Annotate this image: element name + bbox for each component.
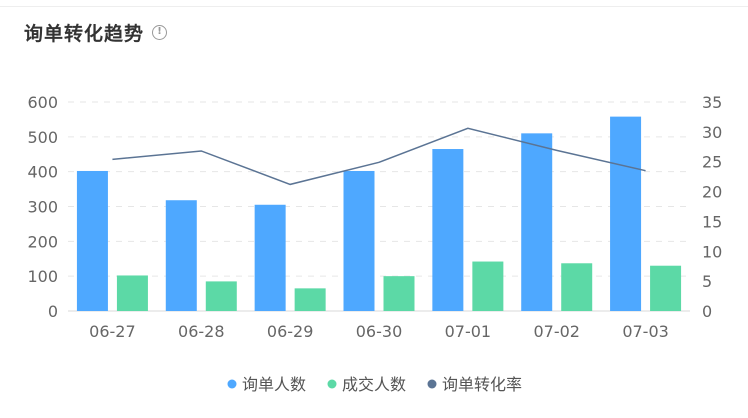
bar-inquiries-07-03[interactable] bbox=[610, 116, 642, 311]
bar-inquiries-06-28[interactable] bbox=[165, 200, 197, 311]
chart-header: 询单转化趋势 ! bbox=[24, 18, 168, 46]
bar-deals-07-01[interactable] bbox=[472, 261, 504, 311]
y-right-tick-label: 35 bbox=[702, 93, 722, 112]
bar-inquiries-06-30[interactable] bbox=[343, 170, 375, 311]
bar-deals-06-28[interactable] bbox=[205, 281, 237, 311]
bar-inquiries-07-01[interactable] bbox=[432, 149, 464, 311]
x-tick-label: 06-27 bbox=[89, 322, 136, 341]
bar-deals-06-29[interactable] bbox=[294, 288, 326, 311]
x-tick-label: 07-02 bbox=[533, 322, 580, 341]
y-right-tick-label: 15 bbox=[702, 212, 722, 231]
chart-title: 询单转化趋势 bbox=[24, 22, 145, 45]
x-tick-label: 07-01 bbox=[445, 322, 492, 341]
y-left-tick-label: 300 bbox=[27, 198, 58, 217]
bar-deals-07-02[interactable] bbox=[561, 263, 593, 311]
y-right-tick-label: 20 bbox=[702, 183, 722, 202]
y-left-tick-label: 600 bbox=[27, 93, 58, 112]
bar-inquiries-06-27[interactable] bbox=[76, 170, 108, 311]
legend-label[interactable]: 成交人数 bbox=[342, 375, 406, 394]
top-divider bbox=[0, 6, 748, 7]
bar-deals-07-03[interactable] bbox=[650, 265, 682, 311]
bar-deals-06-27[interactable] bbox=[116, 275, 148, 311]
legend-label[interactable]: 询单转化率 bbox=[442, 375, 522, 394]
y-left-tick-label: 100 bbox=[27, 267, 58, 286]
y-right-tick-label: 0 bbox=[702, 302, 712, 321]
bar-inquiries-07-02[interactable] bbox=[521, 133, 553, 311]
x-tick-label: 06-29 bbox=[267, 322, 314, 341]
line-conversion-rate bbox=[112, 127, 646, 186]
x-tick-label: 07-03 bbox=[622, 322, 669, 341]
y-left-tick-label: 400 bbox=[27, 163, 58, 182]
bar-deals-06-30[interactable] bbox=[383, 276, 415, 311]
x-tick-label: 06-28 bbox=[178, 322, 225, 341]
legend-label[interactable]: 询单人数 bbox=[242, 375, 306, 394]
y-right-tick-label: 10 bbox=[702, 242, 722, 261]
y-left-tick-label: 0 bbox=[48, 302, 58, 321]
x-tick-label: 06-30 bbox=[356, 322, 403, 341]
y-left-tick-label: 200 bbox=[27, 232, 58, 251]
y-right-tick-label: 30 bbox=[702, 123, 722, 142]
y-right-tick-label: 5 bbox=[702, 272, 712, 291]
y-right-tick-label: 25 bbox=[702, 153, 722, 172]
legend-marker[interactable] bbox=[427, 379, 437, 389]
bar-inquiries-06-29[interactable] bbox=[254, 204, 286, 311]
legend-marker[interactable] bbox=[227, 379, 237, 389]
info-circle-icon[interactable]: ! bbox=[152, 24, 168, 40]
legend-marker[interactable] bbox=[327, 379, 337, 389]
y-left-tick-label: 500 bbox=[27, 128, 58, 147]
